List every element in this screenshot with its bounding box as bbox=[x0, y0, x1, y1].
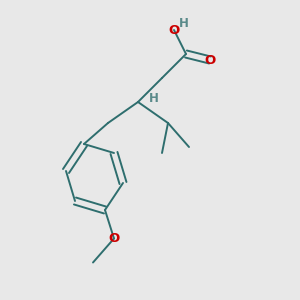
Text: O: O bbox=[204, 53, 216, 67]
Text: H: H bbox=[149, 92, 158, 106]
Text: O: O bbox=[168, 23, 180, 37]
Text: O: O bbox=[108, 232, 120, 245]
Text: H: H bbox=[179, 17, 188, 30]
